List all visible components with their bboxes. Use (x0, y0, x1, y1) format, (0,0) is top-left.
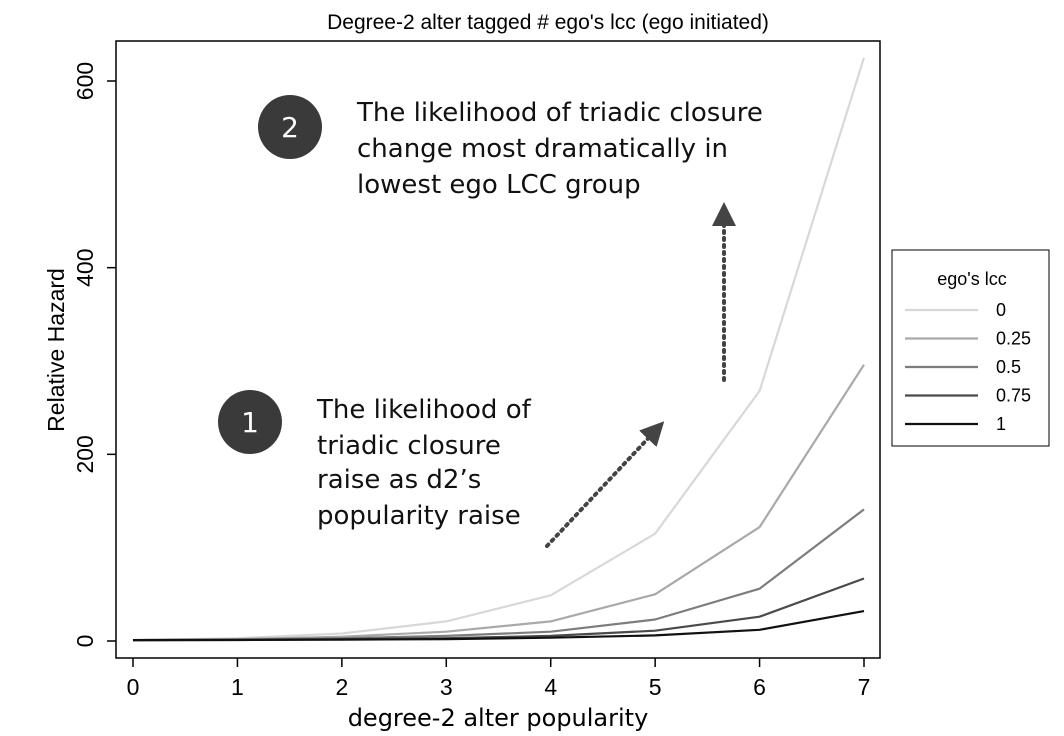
x-tick-label: 4 (544, 674, 557, 700)
annotation-1-arrow (545, 421, 665, 548)
legend-box (891, 249, 1050, 447)
x-tick-label: 6 (753, 674, 766, 700)
annotation-2: 2 The likelihood of triadic closure chan… (258, 95, 771, 382)
annotation-1-text: The likelihood of triadic closure raise … (316, 395, 539, 531)
chart-title: Degree-2 alter tagged # ego's lcc (ego i… (327, 11, 769, 34)
annotation-2-line: The likelihood of triadic closure (356, 98, 763, 128)
annotation-badge-1 (218, 390, 282, 454)
series-line-0 (132, 57, 866, 642)
x-tick-label: 7 (858, 674, 871, 700)
annotation-1-line: triadic closure (317, 431, 501, 461)
annotation-badge-2 (258, 95, 322, 159)
x-tick-label: 1 (231, 674, 244, 700)
series-line-1 (132, 610, 865, 642)
legend: ego's lcc 0 0.25 0.5 0.75 1 (891, 249, 1050, 447)
plot-frame (115, 40, 881, 659)
annotation-2-line: lowest ego LCC group (357, 170, 641, 200)
y-tick-label: 200 (72, 435, 98, 473)
x-tick-label: 3 (440, 674, 453, 700)
series-lines (132, 57, 866, 642)
x-tick-label: 2 (335, 674, 348, 700)
x-tick-label: 0 (127, 674, 140, 700)
legend-title: ego's lcc (937, 269, 1006, 289)
annotation-1: 1 The likelihood of triadic closure rais… (218, 390, 665, 548)
y-axis: 0 200 400 600 (72, 62, 116, 648)
y-tick-label: 600 (72, 62, 98, 100)
legend-entry: 0.5 (996, 357, 1021, 377)
x-tick-label: 5 (649, 674, 662, 700)
legend-entry: 1 (996, 414, 1006, 434)
legend-entry: 0.75 (996, 386, 1031, 406)
x-axis-label: degree-2 alter popularity (348, 704, 649, 732)
annotation-1-line: popularity raise (317, 501, 521, 531)
annotation-badge-2-label: 2 (281, 111, 299, 144)
legend-items: 0 0.25 0.5 0.75 1 (905, 300, 1031, 434)
annotation-1-line: The likelihood of (316, 395, 532, 425)
annotation-2-text: The likelihood of triadic closure change… (356, 98, 771, 200)
x-axis: 0 1 2 3 4 5 6 7 (127, 658, 871, 700)
annotation-badge-1-label: 1 (241, 406, 259, 439)
annotation-1-line: raise as d2’s (317, 465, 481, 495)
legend-entry: 0 (996, 300, 1006, 320)
y-tick-label: 400 (72, 248, 98, 286)
y-axis-label: Relative Hazard (43, 268, 69, 432)
legend-entry: 0.25 (996, 329, 1031, 349)
annotation-2-line: change most dramatically in (357, 134, 728, 164)
y-tick-label: 0 (72, 635, 98, 648)
